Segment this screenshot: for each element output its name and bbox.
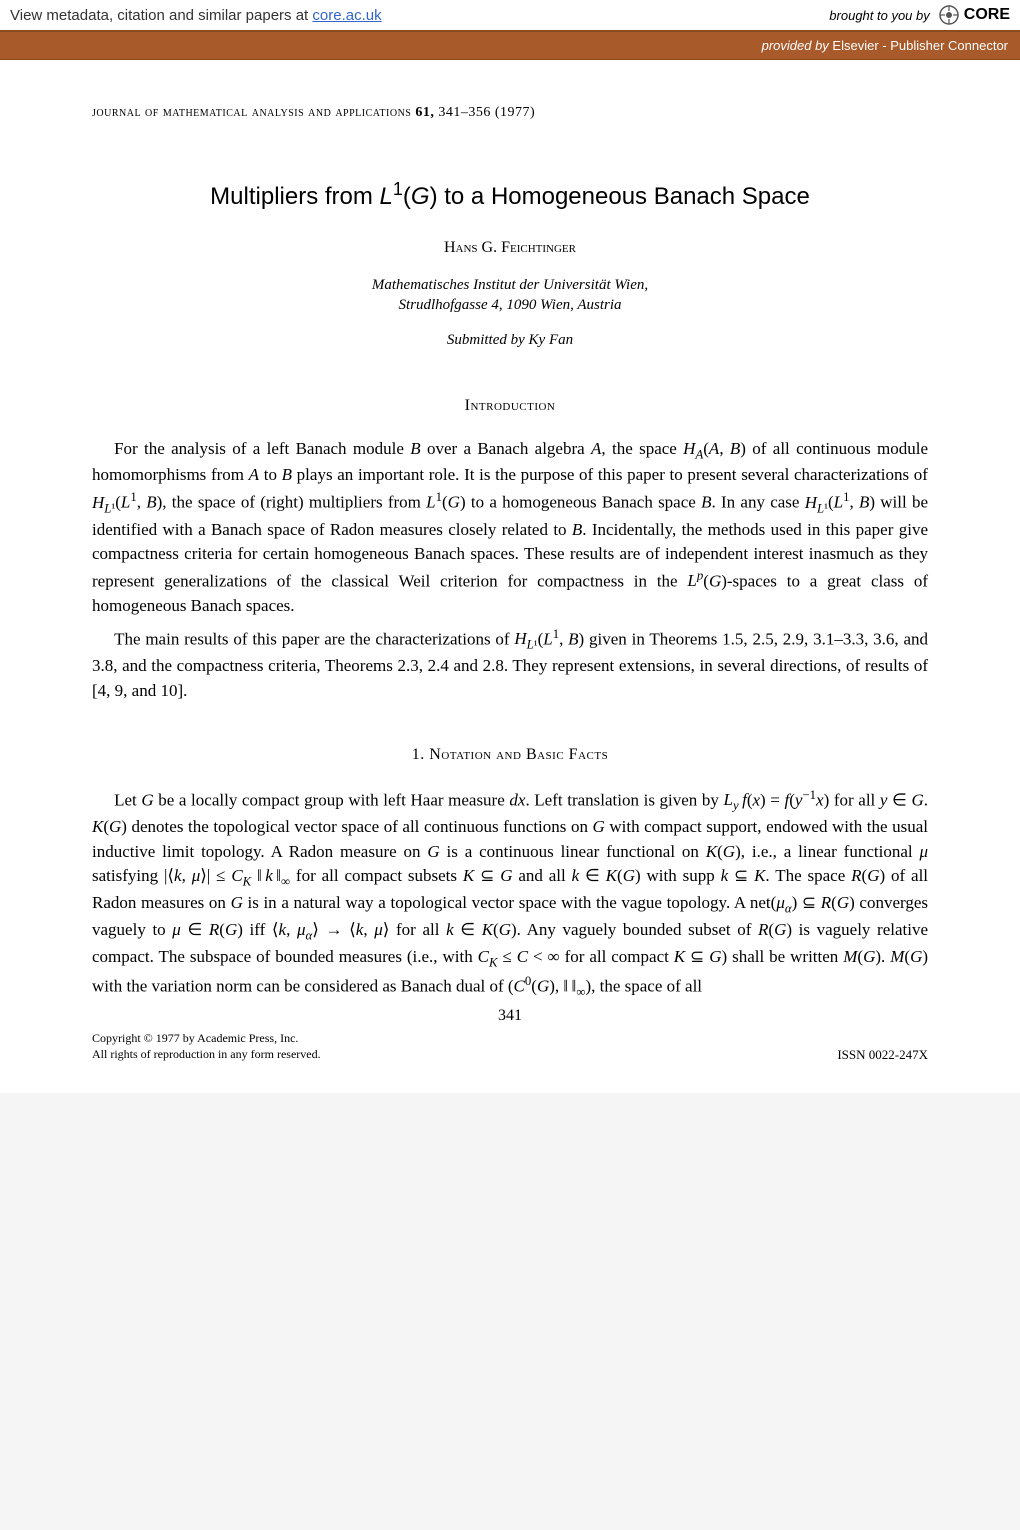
journal-volume: 61, xyxy=(415,105,434,120)
provided-label: provided by xyxy=(762,38,833,53)
submitted-by: Submitted by Ky Fan xyxy=(92,332,928,349)
topbar-right: brought to you by CORE xyxy=(829,4,1010,26)
footer-copyright-block: Copyright © 1977 by Academic Press, Inc.… xyxy=(92,1031,321,1062)
topbar-left: View metadata, citation and similar pape… xyxy=(10,7,382,24)
repository-topbar: View metadata, citation and similar pape… xyxy=(0,0,1020,30)
intro-paragraph-2: The main results of this paper are the c… xyxy=(92,625,928,704)
journal-citation: journal of mathematical analysis and app… xyxy=(92,105,928,121)
provided-bar: provided by Elsevier - Publisher Connect… xyxy=(0,30,1020,60)
copyright-line: Copyright © 1977 by Academic Press, Inc. xyxy=(92,1031,321,1047)
affiliation-line-1: Mathematisches Institut der Universität … xyxy=(92,275,928,295)
journal-pages: 341–356 xyxy=(434,105,495,120)
core-brand-text[interactable]: CORE xyxy=(964,6,1010,24)
page-footer: Copyright © 1977 by Academic Press, Inc.… xyxy=(92,1031,928,1062)
intro-paragraph-1: For the analysis of a left Banach module… xyxy=(92,437,928,619)
author-name: Hans G. Feichtinger xyxy=(92,239,928,257)
paper-title: Multipliers from L1(G) to a Homogeneous … xyxy=(92,179,928,211)
journal-year: (1977) xyxy=(495,105,535,120)
section-1-heading: 1. Notation and Basic Facts xyxy=(92,746,928,764)
issn: ISSN 0022-247X xyxy=(837,1047,928,1063)
introduction-heading: Introduction xyxy=(92,397,928,415)
publisher-name: Elsevier - Publisher Connector xyxy=(832,38,1008,53)
brought-text: brought to you by xyxy=(829,8,929,23)
section-1-paragraph-1: Let G be a locally compact group with le… xyxy=(92,786,928,1002)
core-logo-icon xyxy=(938,4,960,26)
journal-name: journal of mathematical analysis and app… xyxy=(92,105,411,120)
affiliation-line-2: Strudlhofgasse 4, 1090 Wien, Austria xyxy=(92,295,928,315)
page-number: 341 xyxy=(92,1007,928,1025)
rights-line: All rights of reproduction in any form r… xyxy=(92,1047,321,1063)
view-metadata-text: View metadata, citation and similar pape… xyxy=(10,7,312,24)
core-link[interactable]: core.ac.uk xyxy=(312,7,381,24)
paper-page: journal of mathematical analysis and app… xyxy=(0,60,1020,1093)
affiliation: Mathematisches Institut der Universität … xyxy=(92,275,928,316)
